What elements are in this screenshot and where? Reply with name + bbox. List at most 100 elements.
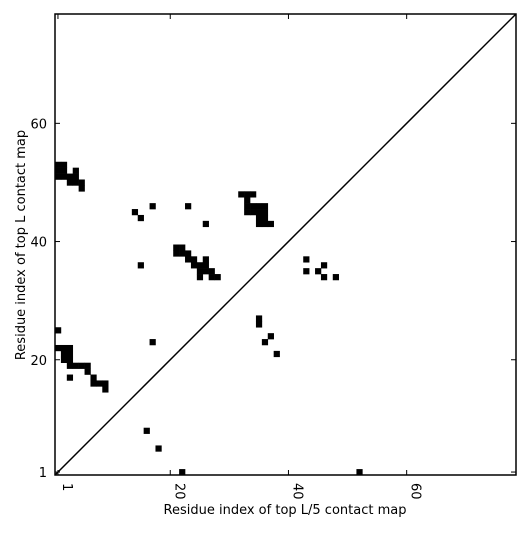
contact-cell (261, 339, 269, 346)
contact-cell (185, 203, 192, 210)
contact-cell (185, 250, 192, 257)
contact-cell (55, 327, 62, 334)
contact-cell (84, 362, 91, 369)
diagonal-line (54, 13, 517, 476)
contact-cell (185, 256, 192, 263)
contact-cell (179, 244, 186, 251)
contact-cell (196, 262, 204, 269)
x-axis-label: Residue index of top L/5 contact map (164, 503, 407, 518)
contact-cell (66, 374, 74, 381)
contact-cell (196, 274, 204, 281)
contact-cell (261, 209, 269, 216)
x-tick-label: 40 (289, 483, 304, 500)
contact-cell (238, 191, 245, 198)
contact-cell (320, 262, 328, 269)
contact-cell (72, 173, 79, 180)
contact-cell (190, 262, 198, 269)
contact-cell (320, 274, 328, 281)
contact-cell (202, 268, 209, 275)
contact-cell (66, 173, 74, 180)
contact-cell (60, 344, 68, 352)
contact-cell (261, 203, 269, 210)
contact-cell (90, 374, 97, 381)
contact-cell (273, 350, 280, 358)
y-tick-label: 20 (30, 354, 47, 369)
contact-cell (303, 268, 310, 275)
contact-cell (202, 262, 209, 269)
contact-cell (202, 220, 209, 228)
contact-cell (244, 203, 251, 210)
contact-cell (255, 214, 263, 222)
contact-cell (179, 250, 186, 257)
contact-cell (55, 173, 62, 180)
contact-cell (60, 350, 68, 358)
contact-cell (261, 214, 269, 222)
contact-cell (155, 445, 162, 452)
contact-cell (250, 209, 257, 216)
contact-cell (267, 333, 274, 340)
contact-cell (137, 214, 144, 222)
contact-cell (72, 362, 79, 369)
contact-cell (208, 274, 215, 281)
contact-cell (72, 179, 79, 186)
y-tick-label: 40 (30, 236, 47, 251)
contact-cell (102, 386, 109, 393)
contact-cell (332, 274, 339, 281)
contact-cell (244, 197, 251, 204)
y-tick-label: 1 (39, 466, 47, 481)
y-axis-label: Residue index of top L contact map (14, 130, 29, 360)
contact-cell (149, 203, 156, 210)
contact-cell (66, 344, 74, 352)
contact-cell (60, 161, 68, 168)
y-tick-label: 60 (30, 117, 47, 132)
contact-cell (173, 244, 180, 251)
contact-cell (208, 268, 215, 275)
contact-cell (202, 256, 209, 263)
contact-cell (55, 161, 62, 168)
contact-cell (102, 380, 109, 387)
contact-cell (131, 209, 139, 216)
contact-cell (55, 344, 62, 352)
contact-cell (244, 191, 251, 198)
x-tick-label: 1 (59, 483, 74, 491)
contact-cell (84, 368, 91, 375)
contact-cell (78, 179, 85, 186)
contact-cell (60, 173, 68, 180)
contact-cell (66, 179, 74, 186)
contact-cell (255, 315, 263, 322)
contact-cell (250, 191, 257, 198)
contact-cell (179, 469, 186, 476)
contact-cell (78, 362, 85, 369)
contact-cell (356, 469, 363, 476)
contact-cell (190, 256, 198, 263)
contact-cell (90, 380, 97, 387)
contact-cell (255, 220, 263, 228)
contact-cell (267, 220, 274, 228)
contact-cell (60, 167, 68, 174)
contact-cell (60, 356, 68, 364)
contact-cell (78, 185, 85, 192)
contact-cell (55, 167, 62, 174)
contact-cell (255, 203, 263, 210)
contact-cell (196, 268, 204, 275)
contact-cell (143, 427, 150, 434)
contact-cell (72, 167, 79, 174)
contact-cell (255, 209, 263, 216)
contact-cell (173, 250, 180, 257)
plot-frame (54, 13, 517, 476)
contact-cell (315, 268, 322, 275)
contact-cell (250, 203, 257, 210)
contact-cell (261, 220, 269, 228)
contact-cell (96, 380, 103, 387)
x-tick-label: 60 (408, 483, 423, 500)
contact-cell (149, 339, 156, 346)
contact-cell (303, 256, 310, 263)
contact-cell (214, 274, 221, 281)
contact-cell (66, 356, 74, 364)
contact-cell (255, 321, 263, 328)
contact-cell (66, 362, 74, 369)
contact-cell (244, 209, 251, 216)
x-tick-label: 20 (171, 483, 186, 500)
contact-cell (66, 350, 74, 358)
